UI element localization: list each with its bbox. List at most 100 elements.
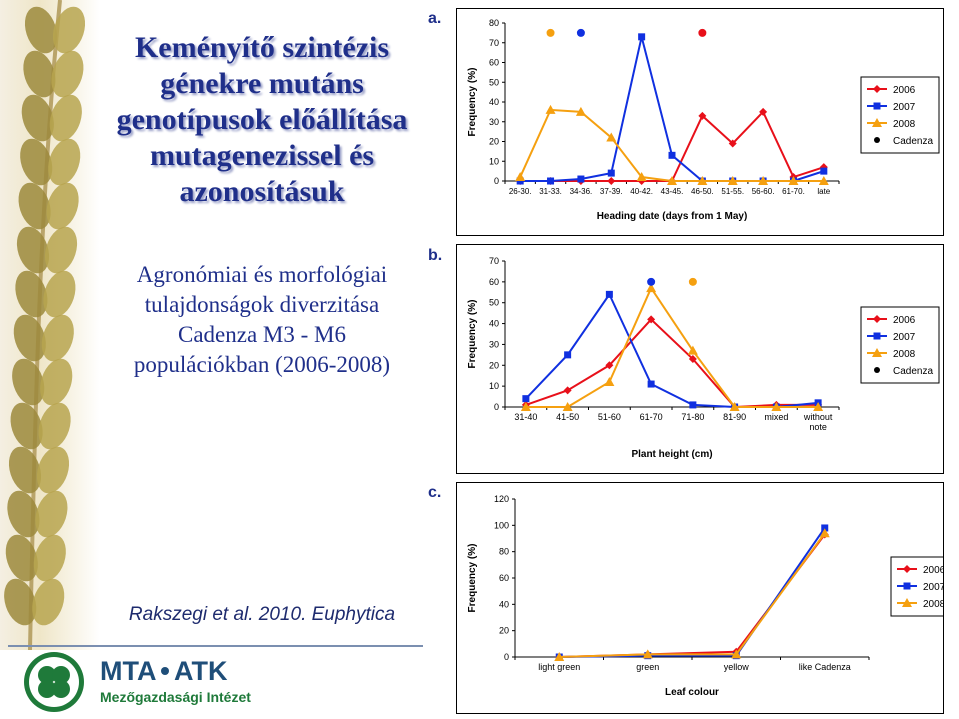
x-tick-label: 31-33. <box>539 187 562 196</box>
legend-marker-2008 <box>872 348 882 357</box>
wheat-grain <box>20 138 53 186</box>
legend-label-Cadenza: Cadenza <box>893 136 933 147</box>
logo-text-atk: ATK <box>174 656 228 686</box>
data-point-2008 <box>575 106 586 116</box>
legend-label-2008: 2008 <box>923 599 943 610</box>
data-point-2008 <box>697 176 708 185</box>
data-point-2008 <box>606 132 617 142</box>
chart-c-svg: 0 20 40 60 80 100 120 light green green yellow lik… <box>467 494 959 698</box>
data-point-2007 <box>821 524 829 532</box>
data-point-2008 <box>819 528 830 538</box>
data-point-2008 <box>667 176 677 185</box>
legend-marker-2006 <box>873 315 881 323</box>
x-tick-label: 71-80 <box>681 412 704 422</box>
cadenza-point-2007 <box>647 277 656 286</box>
data-point-2008 <box>818 176 829 185</box>
wheat-grain <box>4 578 37 626</box>
series-line-2006 <box>520 110 825 182</box>
wheat-grain <box>49 94 82 142</box>
subtitle-line: Agronómiai és morfológiai <box>136 262 388 287</box>
x-tick-label: 61-70. <box>782 187 805 196</box>
x-axis-label: Plant height (cm) <box>631 449 712 460</box>
x-tick-label: 61-70 <box>640 412 663 422</box>
y-tick-label: 60 <box>489 277 499 287</box>
data-point-2007 <box>564 351 572 359</box>
legend-marker-2008 <box>872 118 882 127</box>
data-point-2006 <box>698 111 707 120</box>
wheat-grain <box>51 50 84 98</box>
title-line: genotípusok előállítása <box>116 103 408 136</box>
wheat-grain <box>12 358 45 406</box>
x-tick-label: 41-50 <box>556 412 579 422</box>
data-point-2006 <box>759 107 768 116</box>
wheat-grains <box>4 6 86 626</box>
legend-marker-2008 <box>902 598 912 607</box>
citation: Rakszegi et al. 2010. Euphytica <box>128 604 396 625</box>
wheat-grain <box>36 446 70 494</box>
series-line-2007 <box>520 36 825 182</box>
data-point-2008 <box>771 402 782 411</box>
data-point-2008 <box>788 176 799 185</box>
y-tick-label: 70 <box>489 256 499 266</box>
data-point-2007 <box>605 290 613 298</box>
data-point-2006 <box>688 355 697 364</box>
x-tick-label: mixed <box>764 412 788 422</box>
x-tick-label: 26-30. <box>509 187 532 196</box>
wheat-grain <box>38 402 71 450</box>
wheat-grain <box>10 402 43 450</box>
x-tick-label: 46-50. <box>691 187 714 196</box>
x-tick-label: late <box>817 187 830 196</box>
data-point-2008 <box>646 283 657 293</box>
data-point-2008 <box>554 652 565 661</box>
x-tick-label: light green <box>538 662 580 672</box>
data-point-2006 <box>605 361 614 370</box>
wheat-grain <box>5 534 38 582</box>
y-tick-label: 60 <box>499 573 509 583</box>
data-point-2008 <box>729 402 740 411</box>
legend-marker-2007 <box>873 332 881 340</box>
data-point-2008 <box>636 172 647 182</box>
cadenza-point-2007 <box>576 28 585 37</box>
subtitle-line: Cadenza M3 - M6 <box>178 322 346 347</box>
title-line: azonosításuk <box>179 175 345 208</box>
y-tick-label: 0 <box>504 652 509 662</box>
legend-marker-2006 <box>873 85 881 93</box>
panel-label-b: b. <box>428 247 443 264</box>
title-line: mutagenezissel és <box>149 139 375 172</box>
data-point-2008 <box>562 402 573 411</box>
y-tick-label: 80 <box>499 547 509 557</box>
wheat-grain <box>44 226 78 274</box>
x-axis-label: Heading date (days from 1 May) <box>597 211 748 222</box>
data-point-2008 <box>758 176 769 185</box>
legend-label-2007: 2007 <box>893 102 916 113</box>
x-tick-label: 56-60. <box>752 187 775 196</box>
legend-marker-Cadenza <box>874 367 880 373</box>
y-tick-label: 20 <box>499 626 509 636</box>
x-tick-label: note <box>809 422 827 432</box>
legend-marker-2007 <box>903 582 911 590</box>
cadenza-point-2008 <box>688 277 697 286</box>
wheat-ear-image <box>0 0 100 651</box>
data-point-2007 <box>577 175 585 183</box>
title-line: Keményítő szintézis <box>134 31 390 64</box>
data-point-2008 <box>520 402 531 411</box>
data-point-2008 <box>687 345 698 355</box>
logo-subtext: Mezőgazdasági Intézet <box>100 689 251 705</box>
chart-b-plant-height: 0 10 20 30 40 50 60 70 31-40 41-50 51-60 61-70 71-80… <box>456 244 944 474</box>
wheat-grain <box>21 94 54 142</box>
x-tick-label: 37-39. <box>600 187 623 196</box>
chart-a-svg: 0 10 20 30 40 50 60 70 80 26-30. 31-33. 34-36. 37-39… <box>467 18 940 222</box>
chart-b-svg: 0 10 20 30 40 50 60 70 31-40 41-50 51-60 61-70 71-80… <box>467 256 940 460</box>
wheat-grain <box>46 182 79 230</box>
y-axis-label: Frequency (%) <box>467 300 478 369</box>
x-tick-label: 31-40 <box>514 412 537 422</box>
chart-c-leaf-colour: 0 20 40 60 80 100 120 light green green yellow lik… <box>456 482 959 714</box>
data-point-2006 <box>728 139 737 148</box>
wheat-grain <box>52 6 86 54</box>
legend-label-2008: 2008 <box>893 349 916 360</box>
subtitle-line: tulajdonságok diverzitása <box>144 292 380 317</box>
data-point-2008 <box>727 176 738 185</box>
wheat-grain <box>23 50 56 98</box>
x-tick-label: 43-45. <box>661 187 684 196</box>
y-axis-label: Frequency (%) <box>467 68 478 137</box>
